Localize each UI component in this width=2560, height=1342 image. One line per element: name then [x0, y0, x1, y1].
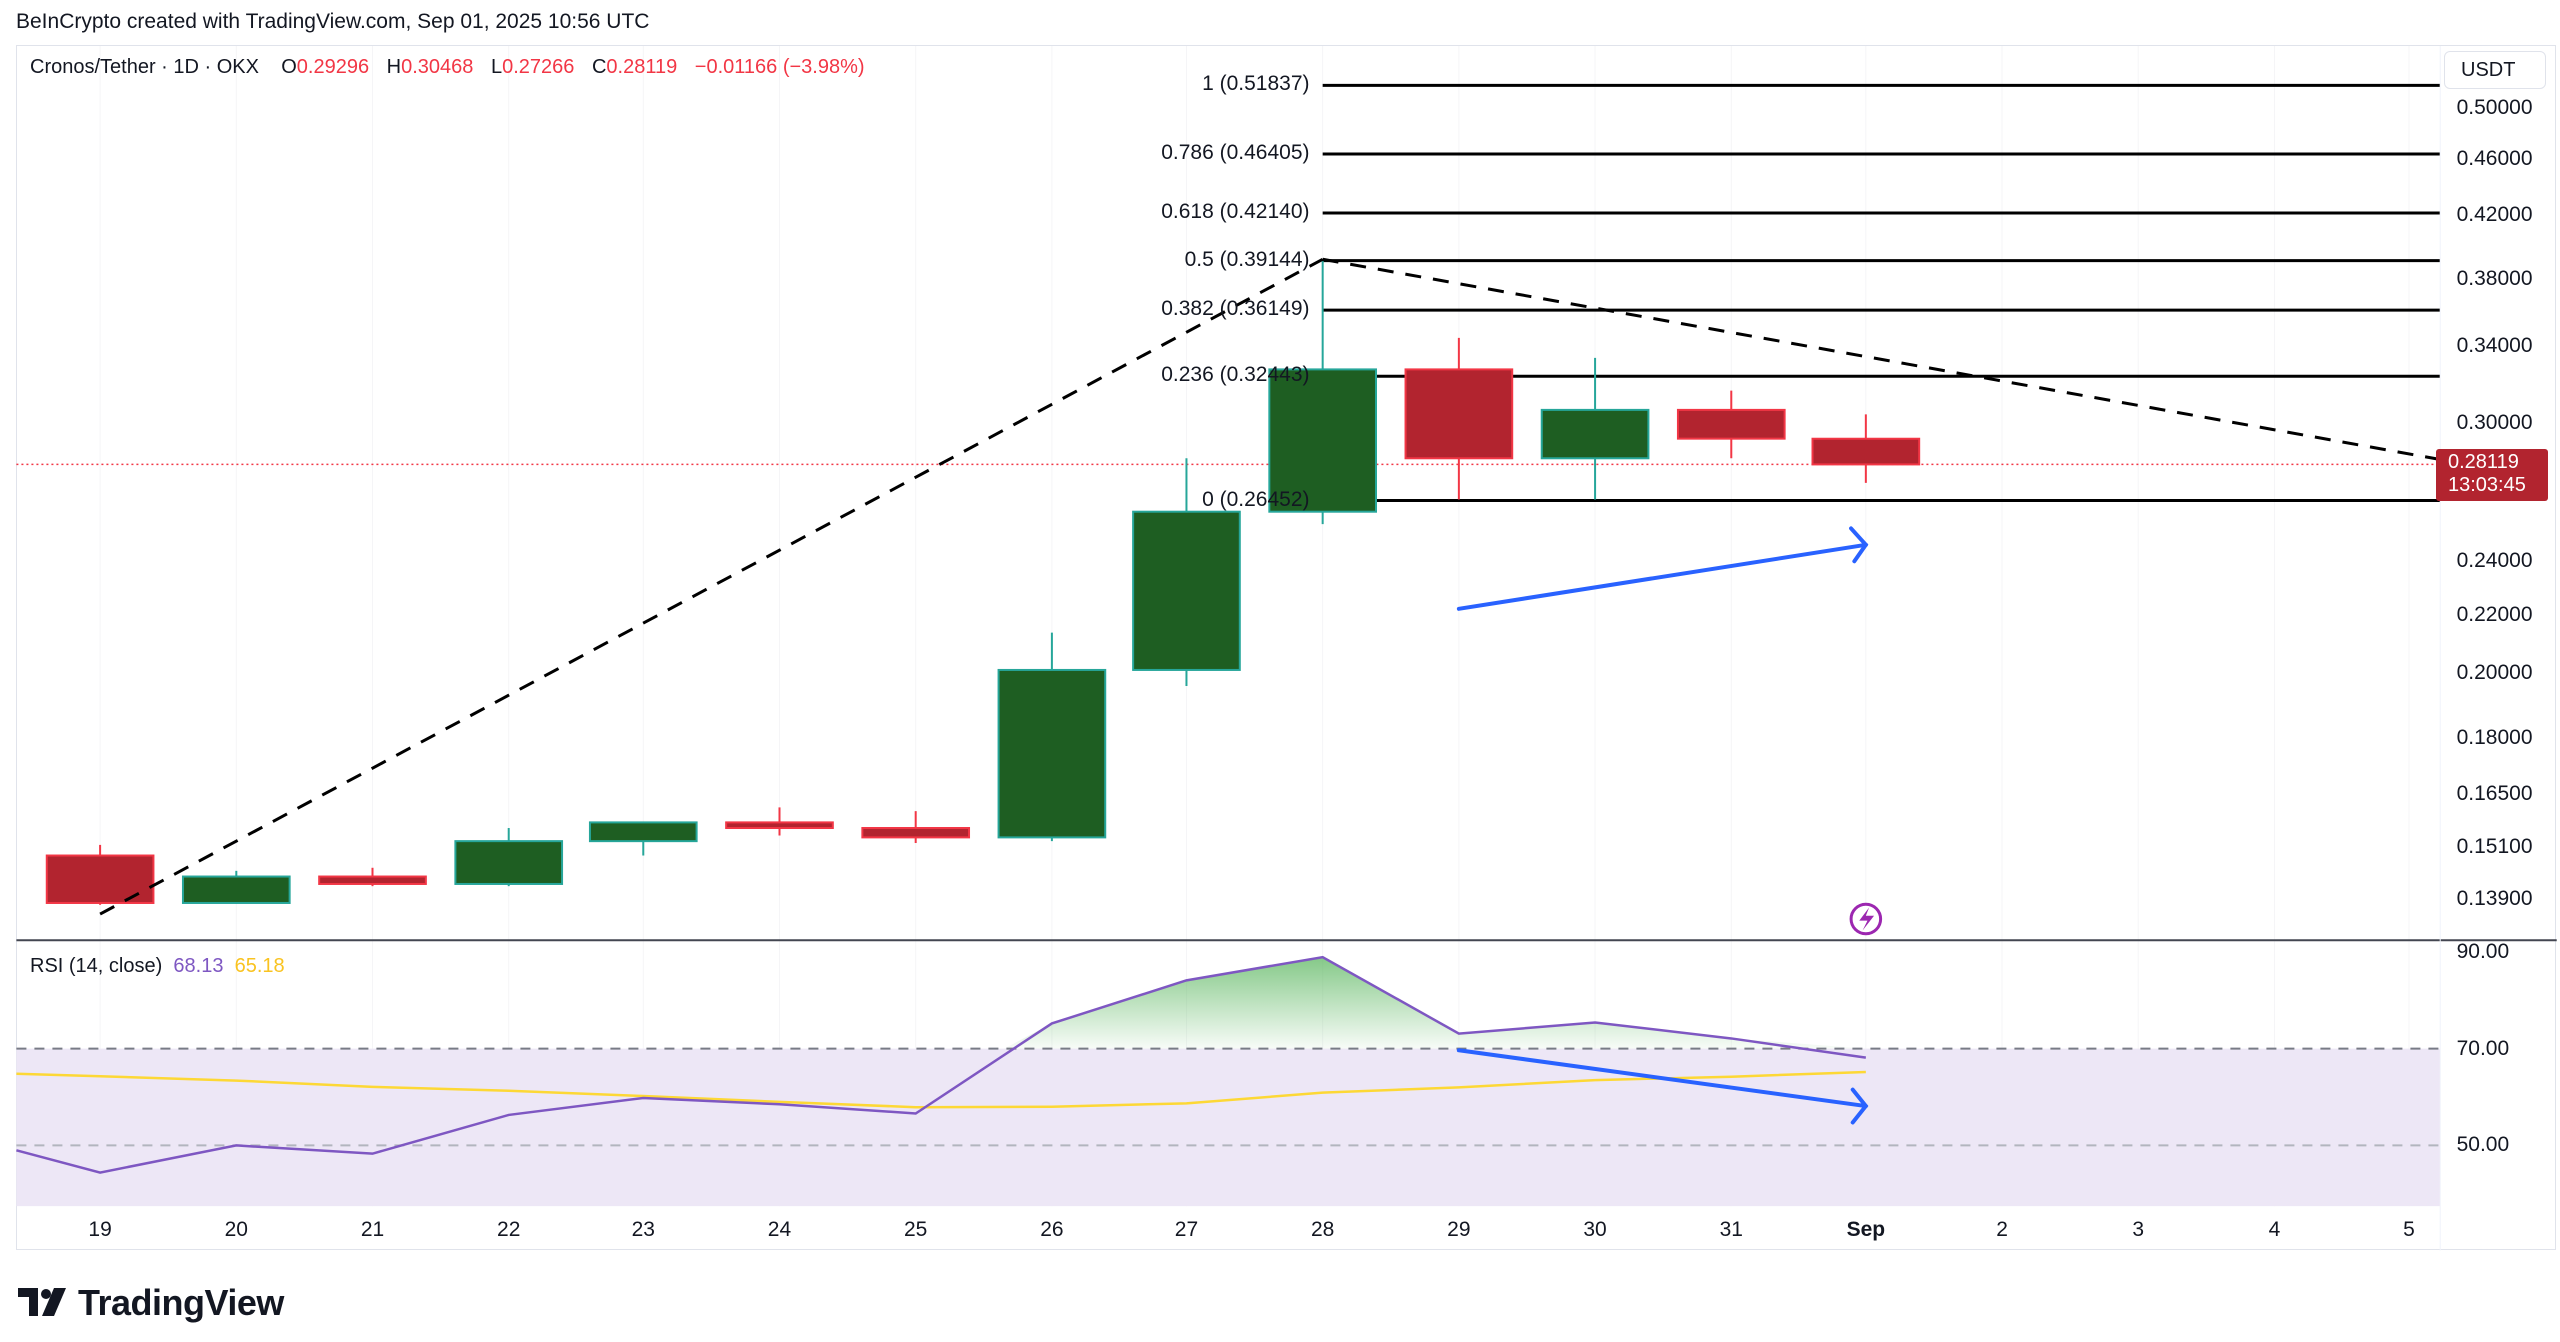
- price-tick: 0.15100: [2456, 834, 2533, 858]
- candle-body: [1404, 368, 1514, 460]
- low-label: L: [490, 56, 503, 78]
- candle-body: [861, 827, 971, 839]
- rsi-arrow: [1456, 1048, 1868, 1109]
- fib-label-0.786: 0.786 (0.46405): [1161, 141, 1310, 165]
- candle-body: [45, 854, 155, 904]
- chart-frame: [16, 45, 2556, 1250]
- price-tick: 0.38000: [2456, 266, 2533, 290]
- time-tick: 5: [2403, 1218, 2415, 1241]
- candle-body: [1540, 408, 1650, 460]
- rsi-line: [16, 955, 1867, 1174]
- rsi-title[interactable]: RSI (14, close): [30, 955, 163, 977]
- price-tick: 0.20000: [2456, 660, 2533, 684]
- time-tick: 24: [767, 1218, 792, 1241]
- rsi-tick: 90.00: [2456, 939, 2510, 963]
- time-tick: 23: [631, 1218, 655, 1241]
- lightning-bolt-icon: [1859, 907, 1875, 931]
- rsi-tick: 50.00: [2456, 1133, 2510, 1157]
- price-tick: 0.16500: [2456, 782, 2533, 806]
- price-tick: 0.24000: [2456, 549, 2533, 573]
- rsi-ma-line: [16, 1070, 1866, 1109]
- time-tick: 22: [497, 1218, 521, 1241]
- price-tick: 0.50000: [2456, 96, 2533, 120]
- fib-label-0.236: 0.236 (0.32443): [1161, 363, 1310, 387]
- candle-body: [1268, 368, 1378, 513]
- price-arrow-head: [1849, 526, 1869, 564]
- price-tick: 0.34000: [2456, 334, 2533, 358]
- time-tick: 2: [1996, 1218, 2008, 1241]
- open-label: O: [281, 56, 297, 78]
- candle-body: [1811, 437, 1921, 466]
- trend-line-down: [1322, 257, 2441, 461]
- time-tick: 4: [2268, 1218, 2281, 1241]
- fib-label-0.618: 0.618 (0.42140): [1161, 200, 1310, 224]
- bar-countdown: 13:03:45: [2448, 474, 2526, 496]
- symbol-legend: Cronos/Tether · 1D · OKX O0.29296 H0.304…: [30, 56, 877, 79]
- time-tick: Sep: [1846, 1218, 1886, 1241]
- price-tick: 0.42000: [2456, 202, 2533, 226]
- change-value: −0.01166 (−3.98%): [694, 56, 865, 78]
- rsi-tick: 70.00: [2456, 1036, 2510, 1060]
- time-tick: 20: [224, 1218, 248, 1241]
- fib-label-1: 1 (0.51837): [1202, 72, 1310, 96]
- credit-line: BeInCrypto created with TradingView.com,…: [16, 10, 650, 33]
- time-tick: 29: [1447, 1218, 1471, 1241]
- rsi-arrow-head: [1850, 1087, 1869, 1125]
- current-price: 0.28119: [2448, 451, 2519, 473]
- rsi-band: [16, 1048, 2441, 1207]
- high-value: 0.30468: [401, 56, 474, 78]
- fib-label-0: 0 (0.26452): [1202, 487, 1310, 511]
- candle-body: [1676, 408, 1786, 440]
- rsi-value: 68.13: [173, 955, 224, 977]
- low-value: 0.27266: [502, 56, 575, 78]
- currency-button[interactable]: USDT: [2444, 51, 2546, 89]
- price-tick: 0.46000: [2456, 147, 2533, 171]
- high-label: H: [386, 56, 402, 78]
- open-value: 0.29296: [296, 56, 370, 78]
- candle-body: [454, 840, 564, 885]
- price-tick: 0.13900: [2456, 887, 2533, 911]
- candle-body: [997, 668, 1107, 839]
- time-tick: 19: [88, 1218, 112, 1241]
- time-tick: 30: [1583, 1218, 1607, 1241]
- close-label: C: [591, 56, 607, 78]
- candle-body: [1132, 510, 1241, 671]
- tradingview-logo[interactable]: TradingView: [18, 1282, 284, 1324]
- time-tick: 25: [904, 1218, 928, 1241]
- logo-text: TradingView: [78, 1282, 284, 1323]
- price-tick: 0.22000: [2456, 603, 2533, 627]
- price-arrow: [1456, 542, 1868, 611]
- current-price-tag: 0.28119 13:03:45: [2436, 449, 2548, 501]
- fib-label-0.382: 0.382 (0.36149): [1161, 297, 1310, 321]
- time-tick: 26: [1040, 1218, 1064, 1241]
- time-tick: 31: [1719, 1218, 1743, 1241]
- close-value: 0.28119: [606, 56, 678, 78]
- price-tick: 0.30000: [2456, 411, 2533, 435]
- candle-body: [181, 875, 291, 904]
- rsi-legend: RSI (14, close) 68.13 65.18: [30, 955, 285, 978]
- price-tick: 0.18000: [2456, 726, 2533, 750]
- symbol-name[interactable]: Cronos/Tether · 1D · OKX: [30, 56, 259, 78]
- tradingview-logo-icon: [18, 1288, 66, 1316]
- time-tick: 3: [2132, 1218, 2145, 1241]
- candle-body: [588, 821, 698, 843]
- rsi-ma-value: 65.18: [234, 955, 285, 977]
- time-tick: 27: [1174, 1218, 1199, 1241]
- rsi-overbought-fill: [1004, 957, 1866, 1049]
- candle-body: [318, 875, 427, 885]
- candle-body: [725, 821, 834, 830]
- time-tick: 28: [1310, 1218, 1335, 1241]
- time-tick: 21: [360, 1218, 385, 1241]
- trend-line-up: [99, 257, 1324, 916]
- fib-label-0.5: 0.5 (0.39144): [1184, 247, 1310, 271]
